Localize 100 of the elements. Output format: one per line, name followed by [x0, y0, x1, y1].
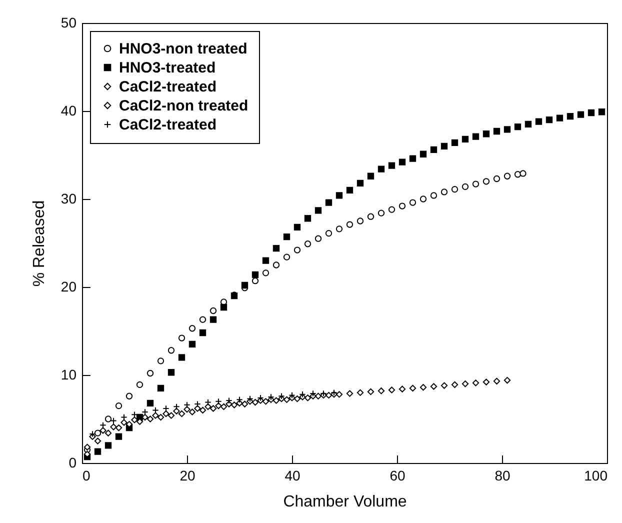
point [194, 400, 201, 408]
y-tick-label: 50 [60, 14, 77, 30]
point [514, 171, 522, 178]
point [367, 388, 374, 396]
point [356, 180, 364, 186]
point [430, 192, 438, 199]
point [451, 186, 458, 193]
point [220, 403, 228, 410]
point [356, 218, 364, 224]
point [142, 408, 148, 416]
point [188, 340, 196, 348]
point [314, 235, 322, 242]
point [194, 405, 201, 412]
point [325, 392, 332, 399]
point [126, 392, 133, 400]
point [104, 416, 112, 422]
y-tick-label: 10 [60, 366, 77, 382]
point [493, 378, 500, 384]
point [409, 199, 416, 206]
point [398, 202, 406, 210]
point [304, 394, 312, 402]
point [325, 199, 332, 206]
point [188, 408, 196, 416]
point [388, 206, 396, 213]
point [336, 192, 343, 199]
point [142, 414, 148, 421]
point [388, 162, 396, 169]
point [246, 395, 254, 402]
point [146, 400, 154, 406]
point [178, 410, 186, 418]
point [504, 126, 511, 133]
point [462, 136, 469, 142]
point [314, 392, 322, 400]
point [440, 188, 448, 196]
point [199, 406, 206, 414]
legend-label: CaCl2-non treated [119, 98, 248, 114]
point [236, 396, 243, 403]
point [451, 381, 458, 388]
point [152, 412, 159, 419]
point [482, 378, 490, 386]
point [346, 390, 354, 397]
point [262, 257, 270, 264]
x-tick-label: 100 [584, 468, 608, 484]
point [420, 384, 427, 391]
point [314, 207, 322, 214]
point [288, 392, 296, 399]
point [546, 116, 553, 124]
point [188, 325, 196, 332]
point [184, 406, 190, 413]
point [157, 358, 164, 364]
point [356, 389, 364, 396]
point [566, 112, 574, 120]
point [504, 376, 511, 384]
point [462, 183, 469, 190]
point [199, 316, 206, 323]
point [598, 108, 606, 116]
y-tick-label: 40 [60, 102, 77, 118]
point [100, 427, 106, 434]
point [89, 430, 96, 438]
point [294, 224, 301, 230]
point [310, 390, 316, 397]
point [173, 403, 180, 410]
point [535, 118, 542, 125]
point [252, 398, 259, 406]
point [304, 215, 312, 222]
point [472, 133, 480, 140]
point [94, 430, 102, 436]
point [104, 442, 112, 449]
point [230, 402, 238, 408]
legend-label: HNO3-treated [119, 60, 216, 76]
point [378, 210, 385, 216]
point [199, 329, 206, 336]
legend-label: CaCl2-treated [119, 116, 217, 134]
point [115, 402, 122, 410]
point [430, 146, 438, 154]
point [268, 394, 274, 400]
point [299, 391, 306, 398]
point [173, 408, 180, 414]
point [241, 400, 248, 408]
point [252, 278, 259, 284]
point [157, 384, 164, 392]
point [184, 402, 190, 408]
point [120, 419, 128, 426]
point [409, 384, 416, 392]
x-tick-label: 20 [180, 468, 196, 484]
point [577, 111, 584, 118]
point [115, 433, 122, 440]
point [178, 354, 186, 361]
y-tick-label: 0 [68, 454, 77, 470]
point [294, 395, 301, 402]
point [215, 398, 222, 405]
point [94, 438, 102, 444]
point [162, 410, 170, 418]
point [388, 386, 396, 394]
point [115, 424, 122, 432]
point [556, 114, 564, 122]
point [210, 316, 217, 323]
point [472, 180, 480, 188]
point [336, 391, 343, 398]
point [146, 370, 154, 377]
